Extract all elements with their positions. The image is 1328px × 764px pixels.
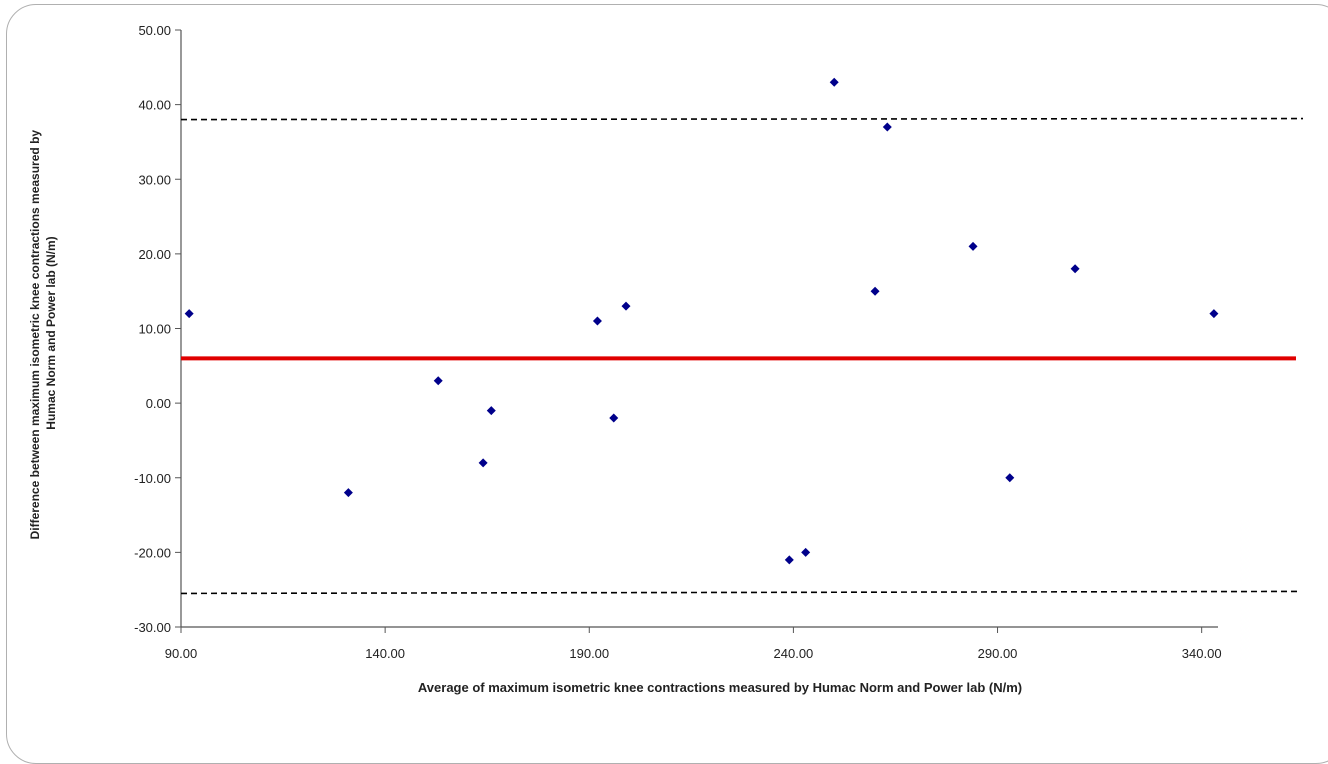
data-point — [784, 555, 794, 565]
y-tick-label: -20.00 — [134, 545, 171, 560]
x-tick-label: 340.00 — [1182, 646, 1222, 661]
y-tick-label: -30.00 — [134, 620, 171, 635]
x-tick-label: 140.00 — [365, 646, 405, 661]
data-point — [478, 458, 488, 468]
lower-limit-line — [180, 590, 1301, 595]
data-point — [829, 77, 839, 87]
data-point — [184, 309, 194, 319]
data-point — [343, 488, 353, 498]
x-tick-label: 90.00 — [165, 646, 198, 661]
data-point — [621, 301, 631, 311]
limit-lines — [180, 117, 1304, 595]
y-tick-label: 50.00 — [138, 23, 171, 38]
data-point — [882, 122, 892, 132]
data-point — [592, 316, 602, 326]
y-tick-label: 40.00 — [138, 98, 171, 113]
x-tick-label: 240.00 — [774, 646, 814, 661]
y-tick-label: -10.00 — [134, 471, 171, 486]
data-point — [1209, 309, 1219, 319]
upper-limit-line — [180, 117, 1304, 121]
data-point — [801, 547, 811, 557]
bland-altman-chart: 50.00 40.00 30.00 20.00 10.00 0.00 -10.00 -20.0… — [28, 23, 1304, 695]
x-axis-label: Average of maximum isometric knee contra… — [418, 680, 1022, 695]
x-tick-label: 190.00 — [569, 646, 609, 661]
data-point — [486, 406, 496, 416]
data-point — [870, 286, 880, 296]
x-tick-label: 290.00 — [978, 646, 1018, 661]
y-tick-label: 30.00 — [138, 172, 171, 187]
y-tick-label: 20.00 — [138, 247, 171, 262]
y-axis-label: Difference between maximum isometric kne… — [28, 127, 58, 540]
data-point — [433, 376, 443, 386]
tick-labels: 50.00 40.00 30.00 20.00 10.00 0.00 -10.00 -20.0… — [134, 23, 1221, 661]
data-point — [1005, 473, 1015, 483]
y-tick-label: 0.00 — [146, 396, 171, 411]
data-point — [609, 413, 619, 423]
axes — [175, 29, 1218, 633]
y-tick-label: 10.00 — [138, 322, 171, 337]
data-points — [184, 77, 1219, 565]
data-point — [968, 241, 978, 251]
data-point — [1070, 264, 1080, 274]
